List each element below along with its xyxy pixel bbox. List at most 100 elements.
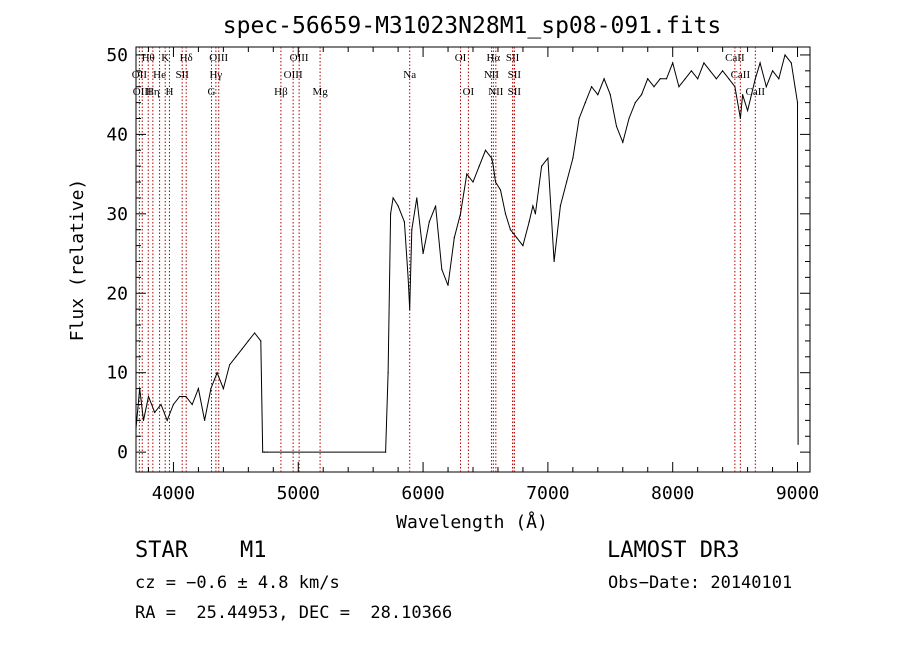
object-class: STAR: [135, 538, 188, 563]
flux-point-71: [628, 117, 630, 120]
flux-point-84: [709, 70, 711, 72]
flux-point-41: [459, 213, 462, 215]
line-label-21: NII: [488, 86, 504, 98]
flux-point-96: [778, 78, 780, 80]
flux-series-points: [135, 54, 799, 453]
flux-point-62: [572, 157, 574, 159]
flux-point-97: [784, 54, 786, 56]
flux-point-67: [603, 78, 605, 80]
line-label-11: G: [208, 86, 216, 98]
survey-name: LAMOST DR3: [607, 538, 740, 563]
flux-point-65: [590, 86, 593, 88]
flux-point-77: [665, 78, 668, 80]
flux-point-46: [491, 157, 493, 159]
flux-point-15: [222, 387, 224, 390]
flux-point-88: [734, 86, 736, 88]
flux-point-27: [390, 213, 392, 215]
line-label-15: Mg: [312, 86, 328, 98]
line-label-18: OI: [463, 86, 475, 98]
line-label-16: Na: [403, 69, 416, 81]
flux-point-5: [160, 403, 162, 406]
flux-point-1: [139, 387, 141, 390]
line-label-4: He: [153, 69, 166, 81]
flux-point-25: [385, 451, 387, 453]
flux-point-86: [722, 70, 724, 72]
flux-point-18: [241, 348, 243, 350]
flux-point-90: [742, 94, 744, 96]
flux-point-60: [559, 205, 561, 207]
flux-point-79: [678, 86, 680, 88]
flux-point-47: [492, 165, 494, 167]
line-label-9: OIII: [209, 52, 228, 64]
x-tick-label-1: 5000: [277, 483, 320, 504]
flux-point-17: [235, 356, 237, 358]
flux-point-36: [428, 221, 430, 223]
flux-point-19: [247, 340, 249, 342]
flux-point-26: [387, 372, 389, 374]
flux-point-83: [703, 62, 705, 64]
flux-point-58: [547, 157, 549, 159]
flux-point-52: [516, 237, 518, 239]
flux-point-70: [622, 141, 624, 143]
flux-point-48: [494, 181, 497, 183]
line-label-19: Hα: [486, 52, 500, 64]
flux-point-61: [566, 181, 568, 183]
line-label-14: OIII: [284, 69, 303, 81]
y-tick-label-5: 50: [106, 45, 128, 66]
line-label-12: Hβ: [274, 86, 288, 98]
line-label-10: Hγ: [209, 69, 222, 81]
flux-point-50: [504, 213, 507, 215]
flux-point-44: [478, 165, 480, 167]
flux-point-59: [553, 260, 555, 263]
flux-point-95: [771, 70, 774, 72]
flux-point-6: [166, 419, 168, 421]
line-label-3: Hη: [146, 86, 160, 98]
flux-point-4: [154, 411, 156, 414]
y-tick-label-3: 30: [106, 204, 128, 225]
line-label-23: SII: [508, 69, 522, 81]
flux-point-66: [597, 94, 599, 96]
flux-point-7: [172, 403, 175, 406]
flux-point-30: [403, 221, 405, 223]
y-axis-label: Flux (relative): [67, 179, 88, 342]
flux-point-49: [499, 189, 502, 191]
flux-point-73: [640, 94, 643, 96]
flux-point-57: [541, 165, 543, 167]
flux-point-33: [411, 229, 413, 231]
flux-point-78: [672, 62, 674, 64]
flux-point-69: [615, 125, 618, 128]
x-tick-label-2: 6000: [401, 483, 444, 504]
x-tick-label-4: 8000: [651, 483, 694, 504]
flux-point-3: [147, 395, 150, 398]
flux-point-100: [796, 102, 799, 104]
flux-point-76: [659, 78, 661, 80]
y-tick-label-2: 20: [106, 283, 128, 304]
flux-point-54: [528, 221, 530, 223]
line-label-2: OIII: [133, 86, 152, 98]
flux-point-9: [185, 395, 187, 398]
flux-point-24: [266, 451, 268, 453]
flux-point-34: [416, 197, 418, 199]
flux-point-56: [534, 213, 537, 215]
flux-point-43: [472, 181, 474, 183]
line-label-8: Hδ: [180, 52, 193, 64]
flux-series-line: [135, 53, 799, 453]
flux-point-101: [797, 443, 799, 445]
flux-point-13: [210, 387, 212, 390]
redshift-cz: cz = −0.6 ± 4.8 km/s: [135, 573, 340, 593]
object-subclass: M1: [240, 538, 267, 563]
flux-point-38: [441, 268, 443, 271]
line-label-1: OII: [132, 69, 148, 81]
flux-point-92: [754, 78, 756, 80]
line-label-7: SII: [175, 69, 189, 81]
line-label-27: CaII: [746, 86, 766, 98]
axis-ticks: [136, 47, 810, 472]
y-tick-label-0: 0: [117, 442, 128, 463]
flux-point-37: [434, 205, 437, 207]
emission-line-markers: [138, 47, 756, 472]
flux-point-91: [746, 109, 749, 112]
y-tick-label-4: 40: [106, 124, 128, 145]
line-label-0: Hθ: [142, 52, 155, 64]
flux-point-74: [647, 78, 649, 80]
